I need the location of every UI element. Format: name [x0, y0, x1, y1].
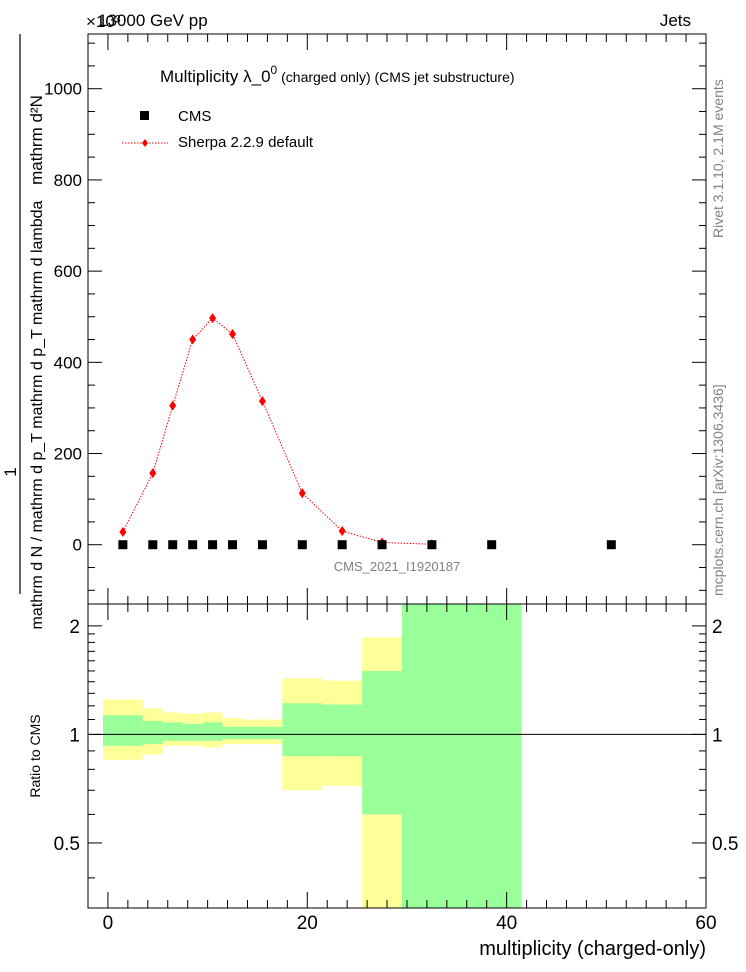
ratio-frame-overlay	[87, 603, 707, 909]
cms-point	[118, 540, 128, 550]
rivet-version-label: Rivet 3.1.10, 2.1M events	[710, 79, 726, 238]
cms-point	[148, 540, 158, 550]
y-label-numerator: 1	[1, 467, 20, 476]
cms-point	[377, 540, 387, 550]
ratio-band-inner	[242, 726, 283, 740]
sherpa-point	[149, 468, 157, 479]
ratio-y-tick-label: 2	[69, 617, 80, 638]
ratio-band-inner	[142, 720, 163, 745]
sherpa-point	[258, 396, 266, 407]
ratio-y-tick-label-right: 0.5	[712, 834, 738, 855]
ratio-y-label: Ratio to CMS	[27, 714, 43, 797]
ratio-y-tick-label-right: 2	[712, 617, 723, 638]
cms-point	[427, 540, 437, 550]
x-tick-label: 20	[297, 913, 318, 934]
sherpa-point	[119, 526, 127, 537]
y-tick-label: 0	[73, 536, 82, 555]
y-axis-label: 1 mathrm d²N mathrm d N / mathrm d p_T m…	[1, 34, 46, 629]
cms-point	[188, 540, 198, 550]
ratio-band-inner	[282, 703, 323, 757]
legend-label-sherpa: Sherpa 2.2.9 default	[178, 134, 314, 151]
cms-point	[337, 540, 347, 550]
cms-point	[257, 540, 267, 550]
ratio-band-inner	[202, 722, 223, 741]
cms-point	[297, 540, 307, 550]
y-tick-label: 1000	[44, 80, 82, 99]
x-tick-label: 40	[496, 913, 517, 934]
sherpa-point	[229, 329, 237, 340]
cms-point	[487, 540, 497, 550]
ratio-band-inner	[162, 722, 183, 741]
ratio-band-inner	[222, 726, 243, 740]
ratio-band-inner	[401, 604, 522, 908]
y-tick-label: 600	[54, 262, 82, 281]
cms-point	[228, 540, 238, 550]
analysis-watermark: CMS_2021_I1920187	[334, 559, 461, 574]
x-tick-label: 60	[695, 913, 716, 934]
y-tick-label: 200	[54, 445, 82, 464]
y-label-num-text: mathrm d²N	[27, 95, 46, 185]
ratio-y-tick-label-right: 1	[712, 725, 723, 746]
legend-marker-sherpa	[142, 139, 148, 147]
ratio-band-inner	[182, 723, 203, 741]
category-label: Jets	[660, 11, 691, 30]
y-tick-label: 800	[54, 171, 82, 190]
ratio-band-inner	[322, 704, 363, 757]
legend: CMS Sherpa 2.2.9 default	[122, 108, 314, 151]
chart-title: Multiplicity λ_00 (charged only) (CMS je…	[160, 63, 515, 86]
cms-point	[606, 540, 616, 550]
y-tick-label: 400	[54, 353, 82, 372]
x-axis-label: multiplicity (charged-only)	[479, 938, 706, 960]
source-label: mcplots.cern.ch [arXiv:1306.3436]	[710, 384, 726, 596]
sherpa-point	[189, 334, 197, 345]
ratio-band-inner	[102, 715, 143, 746]
sherpa-point	[169, 400, 177, 411]
sherpa-series-line	[122, 317, 432, 545]
energy-label: 13000 GeV pp	[98, 11, 208, 30]
cms-point	[208, 540, 218, 550]
legend-marker-cms	[140, 111, 149, 120]
ratio-y-tick-label: 0.5	[54, 834, 80, 855]
ratio-band-inner	[362, 670, 402, 815]
y-label-denominator: mathrm d N / mathrm d p_T mathrm d p_T m…	[29, 200, 46, 629]
x-tick-label: 0	[103, 913, 114, 934]
legend-label-cms: CMS	[178, 108, 211, 125]
y-exponent-label: ×10³	[86, 12, 121, 31]
ratio-y-tick-label: 1	[69, 725, 80, 746]
cms-point	[168, 540, 178, 550]
sherpa-point	[298, 488, 306, 499]
sherpa-point	[209, 313, 217, 324]
sherpa-point	[338, 526, 346, 537]
